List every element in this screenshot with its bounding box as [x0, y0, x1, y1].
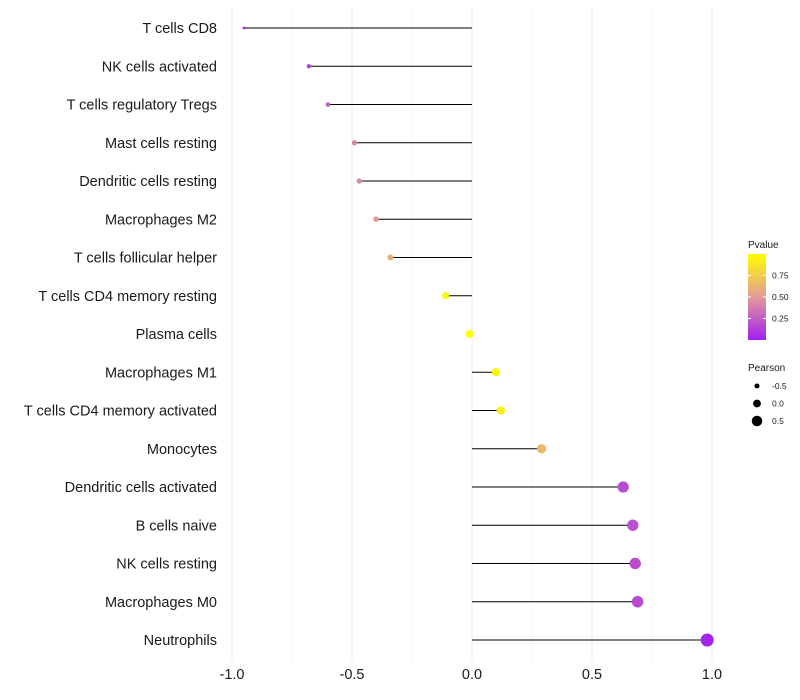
category-label: NK cells activated: [102, 59, 217, 75]
category-label: T cells CD4 memory activated: [24, 404, 217, 420]
category-label: NK cells resting: [116, 557, 217, 573]
size-legend-label: 0.0: [772, 399, 784, 409]
colorbar-tick-label: 0.25: [772, 314, 789, 324]
pvalue-colorbar-ticks: 0.25 0.50 0.75: [748, 271, 789, 324]
stem-layer: [244, 27, 708, 641]
point-layer: [242, 26, 714, 647]
lollipop-point: [387, 254, 394, 261]
lollipop-point: [242, 26, 246, 30]
lollipop-point: [496, 406, 506, 415]
x-tick-label: -0.5: [340, 667, 365, 683]
colorbar-tick-label: 0.75: [772, 271, 789, 281]
size-legend-label: -0.5: [772, 381, 787, 391]
legend: Pvalue 0.25 0.50 0.75 Pearson -0.5 0.0 0.5: [748, 240, 789, 427]
lollipop-point: [351, 140, 357, 146]
category-label: Mast cells resting: [105, 136, 217, 152]
size-legend-point: [751, 415, 763, 427]
lollipop-point: [617, 481, 629, 493]
pearson-legend-title: Pearson: [748, 363, 785, 374]
lollipop-point: [627, 519, 639, 531]
category-label: T cells follicular helper: [74, 251, 217, 267]
lollipop-point: [325, 102, 331, 107]
category-label: T cells CD4 memory resting: [38, 289, 217, 305]
category-label: T cells regulatory Tregs: [67, 98, 217, 114]
x-tick-label: 1.0: [702, 667, 722, 683]
category-label: T cells CD8: [142, 21, 217, 37]
lollipop-point: [536, 444, 547, 454]
category-label: Dendritic cells activated: [65, 480, 217, 496]
category-label: Plasma cells: [136, 327, 217, 343]
category-label: Neutrophils: [144, 633, 217, 649]
x-tick-label: -1.0: [220, 667, 245, 683]
x-tick-label: 0.0: [462, 667, 482, 683]
size-legend-point: [753, 399, 761, 408]
category-label: Dendritic cells resting: [79, 174, 217, 190]
lollipop-point: [631, 595, 644, 608]
lollipop-point: [629, 557, 641, 570]
size-legend-label: 0.5: [772, 416, 784, 426]
lollipop-point: [491, 368, 501, 377]
x-tick-label: 0.5: [582, 667, 602, 683]
lollipop-point: [306, 64, 311, 69]
lollipop-point: [441, 292, 450, 300]
colorbar-tick-label: 0.50: [772, 292, 789, 302]
lollipop-point: [700, 633, 714, 647]
category-labels: T cells CD8 NK cells activated T cells reg…: [24, 21, 217, 649]
category-label: Monocytes: [147, 442, 217, 458]
category-label: Macrophages M1: [105, 365, 217, 381]
size-legend-point: [754, 383, 760, 389]
pearson-size-legend: -0.5 0.0 0.5: [751, 381, 787, 427]
lollipop-point: [465, 330, 474, 338]
pvalue-colorbar: [748, 254, 766, 340]
lollipop-point: [356, 178, 362, 184]
category-label: B cells naive: [136, 518, 217, 534]
lollipop-point: [373, 216, 379, 223]
category-label: Macrophages M2: [105, 212, 217, 228]
category-label: Macrophages M0: [105, 595, 217, 611]
x-axis-ticks: -1.0 -0.5 0.0 0.5 1.0: [220, 667, 723, 683]
pvalue-legend-title: Pvalue: [748, 240, 779, 251]
